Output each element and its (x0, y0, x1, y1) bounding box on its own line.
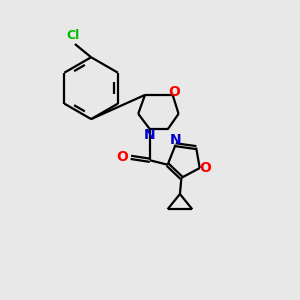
Text: O: O (168, 85, 180, 99)
Text: Cl: Cl (67, 28, 80, 42)
Text: O: O (116, 150, 128, 164)
Text: O: O (199, 161, 211, 175)
Text: N: N (144, 128, 156, 142)
Text: N: N (170, 133, 182, 147)
